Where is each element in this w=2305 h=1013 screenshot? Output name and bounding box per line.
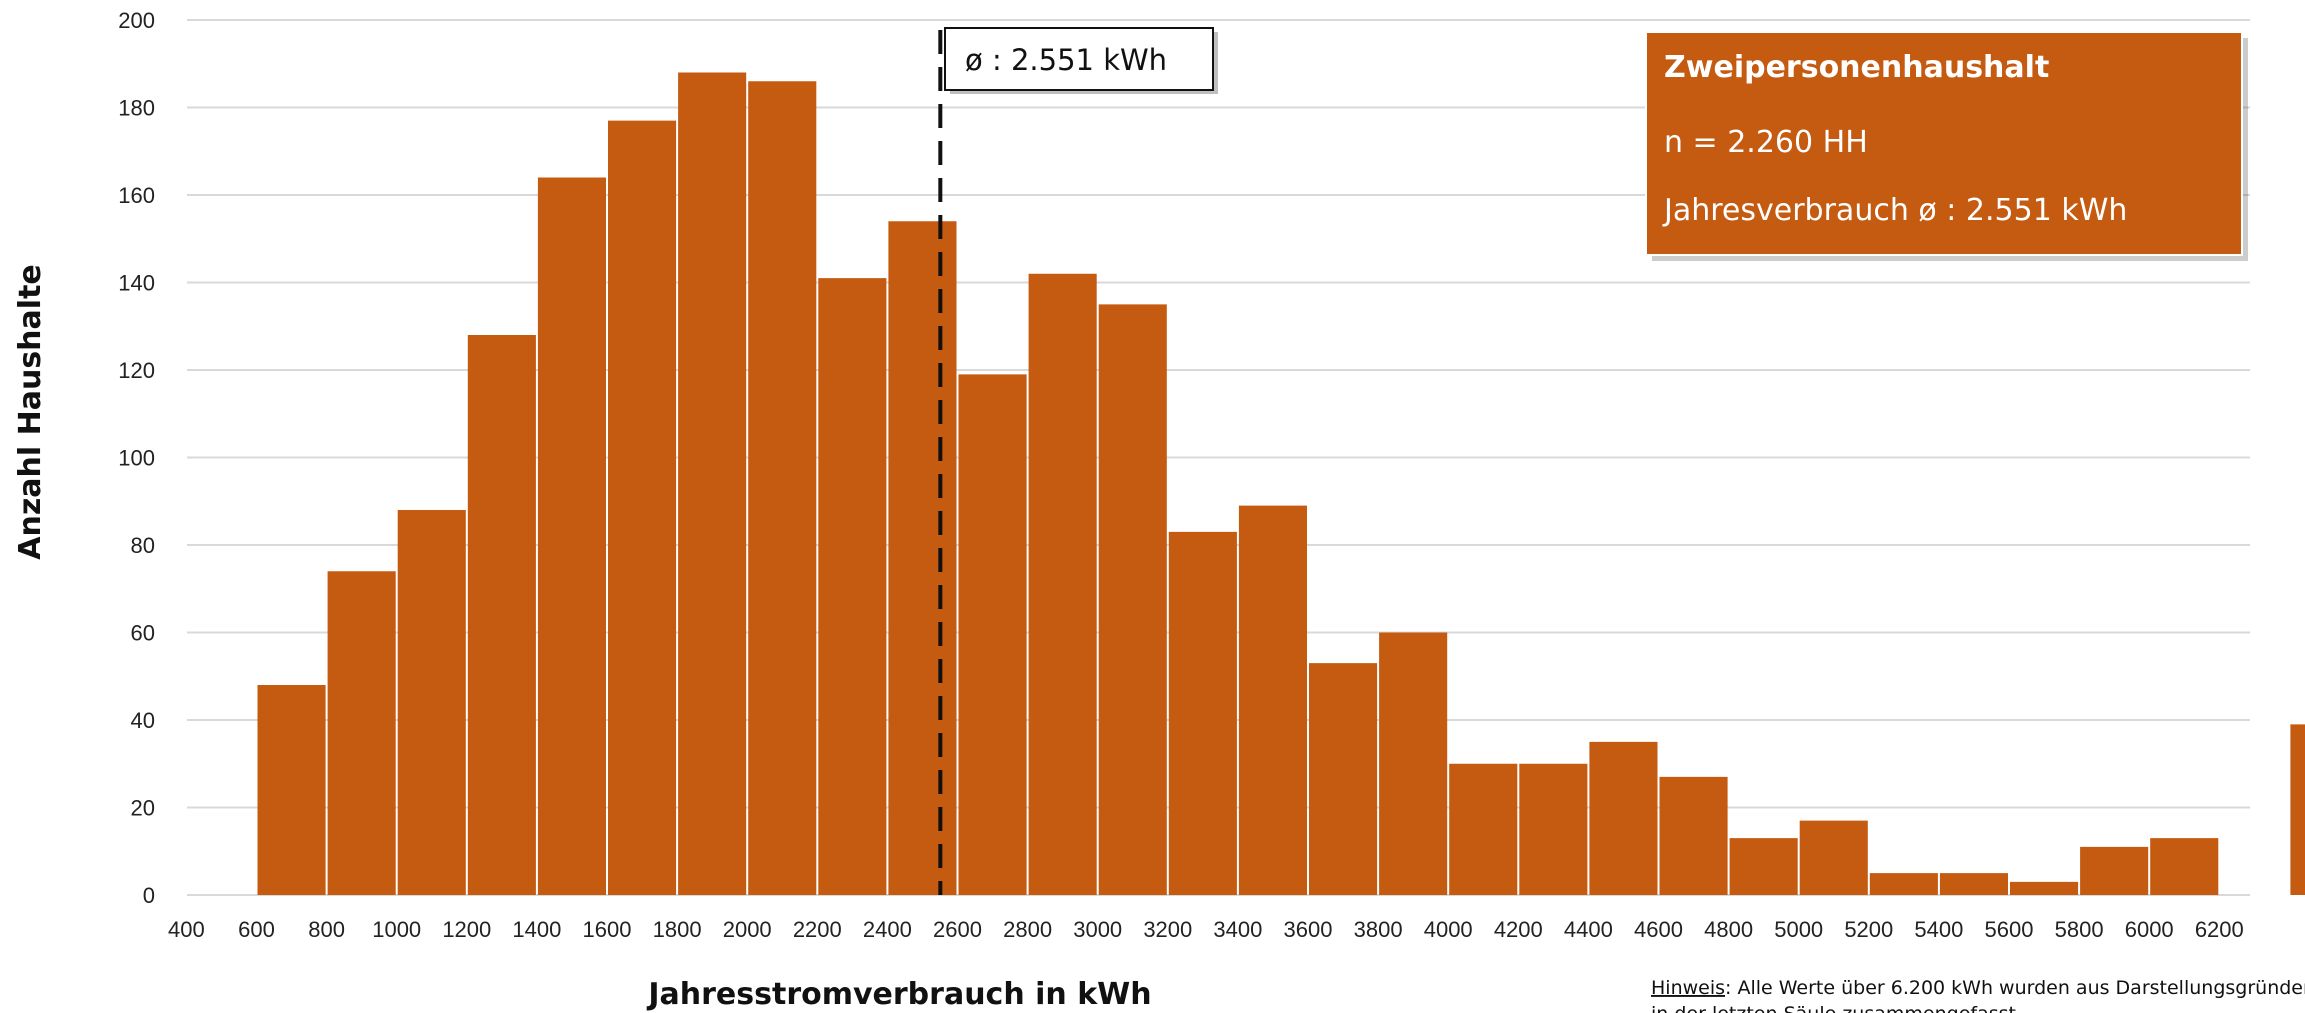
x-tick-label: 3000 xyxy=(1073,917,1122,942)
histogram-bar xyxy=(888,221,957,895)
x-tick-label: 600 xyxy=(238,917,275,942)
x-tick-label: 2200 xyxy=(793,917,842,942)
histogram-bar xyxy=(2150,838,2219,895)
x-tick-label: 400 xyxy=(168,917,205,942)
x-tick-label: 2000 xyxy=(723,917,772,942)
histogram-bar xyxy=(467,335,536,895)
x-tick-label: 1800 xyxy=(653,917,702,942)
bars xyxy=(257,72,2305,895)
x-tick-label: 2400 xyxy=(863,917,912,942)
x-tick-label: 5000 xyxy=(1774,917,1823,942)
y-tick-label: 80 xyxy=(131,533,155,558)
mean-callout: ø : 2.551 kWh xyxy=(944,27,1218,94)
x-tick-label: 4000 xyxy=(1424,917,1473,942)
y-tick-label: 160 xyxy=(118,183,155,208)
y-tick-label: 200 xyxy=(118,8,155,33)
histogram-bar xyxy=(1098,304,1167,895)
x-tick-label: 5200 xyxy=(1844,917,1893,942)
histogram-bar xyxy=(1309,663,1378,895)
mean-callout-frame xyxy=(944,27,1214,91)
info-box-background xyxy=(1645,31,2243,256)
histogram-bar xyxy=(748,81,817,895)
x-tick-label: 1000 xyxy=(372,917,421,942)
histogram-bar xyxy=(1869,873,1938,895)
histogram-bar xyxy=(257,685,326,895)
x-tick-label: 6000 xyxy=(2125,917,2174,942)
hint-note: Hinweis: Alle Werte über 6.200 kWh wurde… xyxy=(1651,977,2305,999)
info-box-sample-size: n = 2.260 HH xyxy=(1664,125,1868,160)
histogram-bar xyxy=(1449,763,1518,895)
histogram-bar xyxy=(1729,838,1798,895)
x-tick-label: 1400 xyxy=(512,917,561,942)
x-tick-label: 5600 xyxy=(1985,917,2034,942)
histogram-bar xyxy=(1519,763,1588,895)
histogram-bar xyxy=(1379,632,1448,895)
y-tick-label: 40 xyxy=(131,708,155,733)
x-tick-label: 800 xyxy=(308,917,345,942)
x-tick-label: 4600 xyxy=(1634,917,1683,942)
y-axis-title: Anzahl Haushalte xyxy=(13,264,48,560)
histogram-bar xyxy=(1799,820,1868,895)
mean-callout-label: ø : 2.551 kWh xyxy=(965,43,1167,77)
info-box-title: Zweipersonenhaushalt xyxy=(1664,50,2049,85)
y-tick-labels: 0 20 40 60 80 100 120 140 160 180 200 xyxy=(118,8,155,908)
y-tick-label: 180 xyxy=(118,96,155,121)
x-tick-label: 3600 xyxy=(1284,917,1333,942)
x-tick-label: 6200 xyxy=(2195,917,2244,942)
histogram-bar xyxy=(608,120,677,895)
hint-key: Hinweis xyxy=(1651,977,1725,999)
x-tick-label: 4400 xyxy=(1564,917,1613,942)
x-tick-label: 3400 xyxy=(1213,917,1262,942)
histogram-bar xyxy=(1589,741,1658,895)
x-tick-label: 1200 xyxy=(442,917,491,942)
x-tick-labels: 400 600 800 1000 1200 1400 1600 1800 2000 2200 240… xyxy=(168,917,2244,942)
histogram-bar xyxy=(327,571,396,895)
info-box: Zweipersonenhaushalt n = 2.260 HH Jahres… xyxy=(1645,31,2248,261)
y-tick-label: 20 xyxy=(131,796,155,821)
histogram-bar xyxy=(1659,776,1728,895)
x-tick-label: 4800 xyxy=(1704,917,1753,942)
histogram-bar xyxy=(958,374,1027,895)
x-tick-label: 2800 xyxy=(1003,917,1052,942)
histogram-bar xyxy=(1028,273,1097,895)
histogram-bar xyxy=(397,510,466,895)
histogram-bar xyxy=(1168,531,1237,895)
hint-note-line2: in der letzten Säule zusammengefasst. xyxy=(1651,1003,2022,1013)
x-axis-title: Jahresstromverbrauch in kWh xyxy=(646,977,1151,1012)
x-tick-label: 5400 xyxy=(1914,917,1963,942)
x-tick-label: 3200 xyxy=(1143,917,1192,942)
x-tick-label: 1600 xyxy=(583,917,632,942)
info-box-mean: Jahresverbrauch ø : 2.551 kWh xyxy=(1662,193,2127,228)
x-tick-label: 3800 xyxy=(1354,917,1403,942)
histogram-bar xyxy=(1939,873,2008,895)
histogram-bar xyxy=(537,177,606,895)
y-tick-label: 60 xyxy=(131,621,155,646)
histogram-bar xyxy=(818,278,887,895)
hint-text: : Alle Werte über 6.200 kWh wurden aus D… xyxy=(1725,977,2305,999)
y-tick-label: 140 xyxy=(118,271,155,296)
histogram-bar xyxy=(1238,505,1307,895)
histogram-bar xyxy=(678,72,747,895)
y-tick-label: 0 xyxy=(143,883,155,908)
y-tick-label: 100 xyxy=(118,446,155,471)
x-tick-label: 5800 xyxy=(2055,917,2104,942)
y-tick-label: 120 xyxy=(118,358,155,383)
histogram-bar xyxy=(2080,846,2149,895)
x-tick-label: 2600 xyxy=(933,917,982,942)
histogram-bar xyxy=(2010,881,2079,895)
histogram-bar xyxy=(2290,724,2305,895)
x-tick-label: 4200 xyxy=(1494,917,1543,942)
